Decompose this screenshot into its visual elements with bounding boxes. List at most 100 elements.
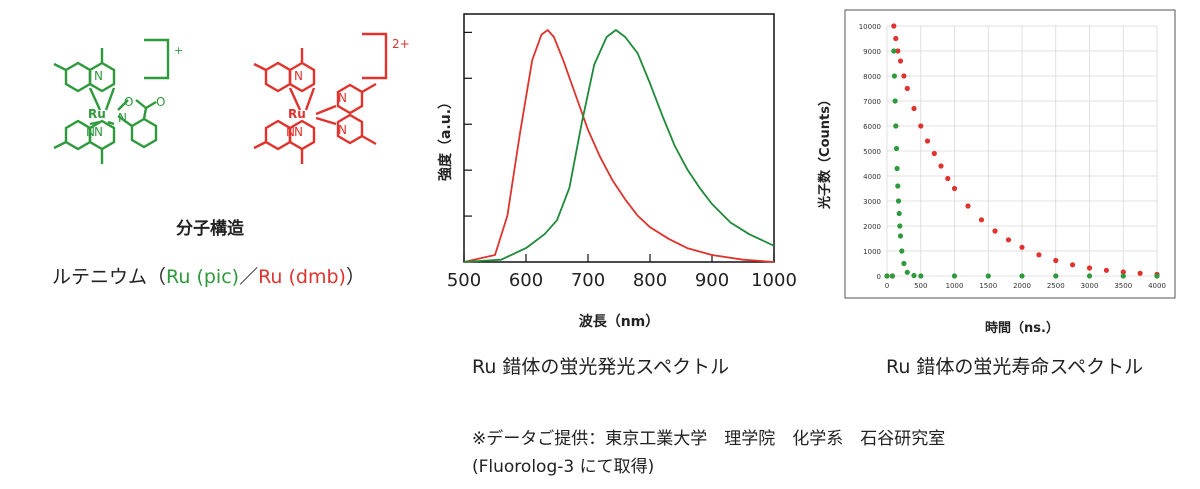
x-tick-label: 900 bbox=[695, 270, 729, 291]
x-tick-label: 700 bbox=[571, 270, 605, 291]
x-tick-label: 500 bbox=[914, 282, 927, 290]
metal-label: Ru bbox=[288, 107, 306, 121]
x-tick-label: 0 bbox=[885, 282, 889, 290]
data-point bbox=[918, 123, 924, 129]
data-point bbox=[1053, 257, 1059, 264]
x-tick-label: 3500 bbox=[1114, 282, 1132, 290]
emission-series-0 bbox=[463, 29, 775, 263]
data-point bbox=[1086, 265, 1093, 271]
data-point bbox=[1154, 273, 1160, 279]
data-point bbox=[938, 163, 944, 169]
x-axis-label: 時間（ns.） bbox=[985, 320, 1059, 336]
data-point bbox=[884, 273, 890, 279]
data-point bbox=[1120, 269, 1126, 275]
data-point bbox=[904, 269, 910, 275]
data-point bbox=[978, 217, 985, 223]
subtitle-prefix: ルテニウム（ bbox=[52, 266, 167, 288]
subtitle-suffix: ） bbox=[345, 266, 365, 288]
y-tick-label: 4000 bbox=[863, 173, 881, 181]
data-point bbox=[924, 138, 931, 144]
molecule-caption: 分子構造 bbox=[176, 219, 244, 239]
y-tick-label: 3000 bbox=[863, 198, 881, 206]
atom-label: N bbox=[286, 125, 295, 139]
data-point bbox=[918, 273, 924, 279]
data-point bbox=[904, 85, 910, 92]
x-tick-label: 3000 bbox=[1081, 282, 1099, 290]
y-axis-label: 強度（a.u.） bbox=[437, 95, 454, 181]
atom-label: N bbox=[86, 125, 95, 139]
data-point bbox=[1086, 273, 1093, 279]
data-point bbox=[911, 105, 917, 112]
x-tick-label: 2500 bbox=[1047, 282, 1065, 290]
x-tick-label: 2000 bbox=[1013, 282, 1031, 290]
data-point bbox=[901, 260, 907, 267]
atom-label: N bbox=[338, 91, 347, 105]
molecule-subtitle: ルテニウム（Ru (pic)／Ru (dmb)） bbox=[52, 262, 365, 289]
atom-label: N bbox=[294, 69, 303, 83]
y-tick-label: 0 bbox=[877, 273, 881, 281]
y-tick-label: 6000 bbox=[863, 123, 881, 131]
data-point bbox=[895, 183, 901, 189]
lifetime-series-1 bbox=[884, 48, 1160, 279]
atom-label: O bbox=[124, 95, 133, 109]
subtitle-ru-pic: Ru (pic) bbox=[166, 266, 240, 288]
data-point bbox=[894, 165, 900, 172]
y-tick-label: 1000 bbox=[863, 248, 881, 256]
y-tick-label: 8000 bbox=[863, 73, 881, 81]
data-point bbox=[951, 185, 958, 192]
instrument-note: (Fluorolog-3 にて取得) bbox=[472, 457, 655, 477]
data-point bbox=[1070, 262, 1076, 268]
data-point bbox=[897, 223, 903, 229]
data-point bbox=[891, 48, 897, 54]
data-point bbox=[893, 123, 899, 129]
complex-ru-pic bbox=[53, 38, 170, 164]
y-tick-label: 9000 bbox=[863, 48, 881, 56]
atom-label: N bbox=[94, 125, 103, 139]
charge-label: 2+ bbox=[392, 37, 410, 51]
data-point bbox=[895, 48, 901, 54]
lifetime-chart-title: Ru 錯体の蛍光寿命スペクトル bbox=[886, 356, 1144, 378]
data-point bbox=[896, 210, 902, 217]
metal-label: Ru bbox=[88, 107, 106, 121]
y-tick-label: 2000 bbox=[863, 223, 881, 231]
charge-label: + bbox=[174, 44, 183, 57]
complex-ru-dmb bbox=[253, 32, 388, 164]
data-point bbox=[893, 35, 899, 42]
plot-frame bbox=[463, 13, 775, 263]
emission-series-1 bbox=[463, 29, 775, 263]
data-point bbox=[892, 98, 898, 104]
data-point bbox=[965, 203, 971, 209]
data-point bbox=[901, 73, 907, 79]
data-point bbox=[1036, 252, 1042, 258]
data-point bbox=[899, 248, 905, 254]
subtitle-ru-dmb: Ru (dmb) bbox=[258, 266, 346, 288]
y-axis-label: 光子数（Counts） bbox=[817, 93, 833, 210]
x-tick-label: 800 bbox=[633, 270, 667, 291]
x-tick-label: 1500 bbox=[979, 282, 997, 290]
data-point bbox=[1053, 273, 1059, 279]
y-tick-label: 5000 bbox=[863, 148, 881, 156]
data-point bbox=[911, 272, 917, 279]
data-point bbox=[1005, 237, 1012, 243]
x-tick-label: 1000 bbox=[751, 270, 797, 291]
data-point bbox=[985, 273, 991, 279]
lifetime-series-0 bbox=[884, 23, 1160, 279]
x-tick-label: 1000 bbox=[946, 282, 964, 290]
subtitle-separator: ／ bbox=[239, 266, 259, 288]
data-point bbox=[897, 233, 904, 239]
x-tick-label: 4000 bbox=[1148, 282, 1166, 290]
data-point bbox=[1019, 244, 1025, 250]
lifetime-chart: 0100020003000400050006000700080009000100… bbox=[817, 9, 1176, 336]
data-point bbox=[1120, 273, 1126, 279]
atom-label: N bbox=[94, 69, 103, 83]
data-point bbox=[945, 175, 951, 182]
data-point bbox=[891, 23, 897, 29]
data-credit: ※データご提供：東京工業大学 理学院 化学系 石谷研究室 bbox=[472, 429, 946, 449]
data-point bbox=[889, 273, 895, 279]
data-point bbox=[897, 58, 904, 64]
atom-label: N bbox=[338, 123, 347, 137]
data-point bbox=[1019, 273, 1025, 279]
data-point bbox=[891, 73, 897, 79]
x-tick-label: 500 bbox=[447, 270, 481, 291]
data-point bbox=[931, 150, 937, 157]
